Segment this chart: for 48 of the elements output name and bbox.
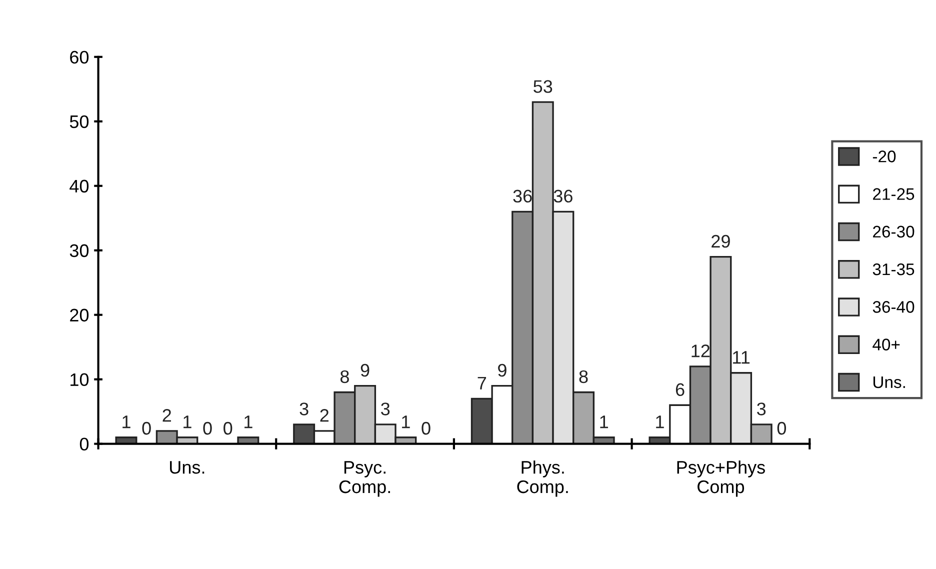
y-tick-label: 60: [70, 50, 89, 64]
legend-label: Uns.: [873, 376, 905, 388]
data-label: 29: [712, 234, 730, 248]
data-label: 3: [757, 402, 766, 416]
data-label: 12: [692, 344, 710, 358]
data-label: 0: [142, 422, 151, 435]
data-label: 1: [184, 416, 192, 428]
data-label: 36: [554, 190, 572, 203]
x-tick-label: Psyc+Phys Comp: [677, 460, 765, 497]
data-label: 11: [733, 351, 750, 364]
legend-label: 21-25: [873, 188, 914, 200]
legend-label: 36-40: [872, 301, 914, 313]
data-label: 3: [381, 402, 390, 416]
y-tick-label: 0: [80, 438, 89, 451]
data-label: 8: [340, 370, 349, 384]
data-label: 9: [498, 364, 506, 377]
legend-label: 26-30: [873, 226, 914, 238]
x-tick-label: Phys. Comp.: [517, 460, 568, 497]
data-label: 0: [777, 422, 786, 435]
data-label: 36: [513, 190, 532, 203]
y-tick-label: 40: [70, 180, 89, 193]
y-tick-label: 50: [70, 115, 89, 128]
x-tick-label: Uns.: [170, 461, 204, 474]
data-label: 8: [579, 370, 588, 384]
data-label: 7: [478, 376, 486, 390]
data-label: 1: [402, 416, 410, 428]
data-label: 0: [203, 422, 212, 435]
legend-label: -20: [872, 150, 896, 162]
legend-label: 40+: [872, 338, 900, 350]
bar: [237, 436, 260, 444]
legend-label: 31-35: [872, 263, 914, 276]
data-label: 2: [320, 409, 329, 422]
data-label: 3: [300, 402, 308, 416]
y-tick-label: 10: [70, 373, 89, 386]
data-label: 9: [360, 364, 370, 377]
data-label: 0: [224, 422, 232, 435]
data-label: 1: [600, 416, 608, 428]
data-label: 1: [122, 416, 130, 428]
y-tick-label: 30: [70, 244, 89, 258]
data-label: 6: [676, 383, 684, 396]
data-label: 2: [162, 409, 171, 422]
data-label: 0: [422, 422, 430, 435]
data-label: 1: [656, 416, 664, 428]
data-label: 53: [534, 80, 552, 93]
y-tick-label: 20: [70, 308, 89, 322]
x-tick-label: Psyc. Comp.: [339, 461, 390, 497]
data-label: 1: [244, 416, 252, 428]
bar: [115, 436, 138, 444]
